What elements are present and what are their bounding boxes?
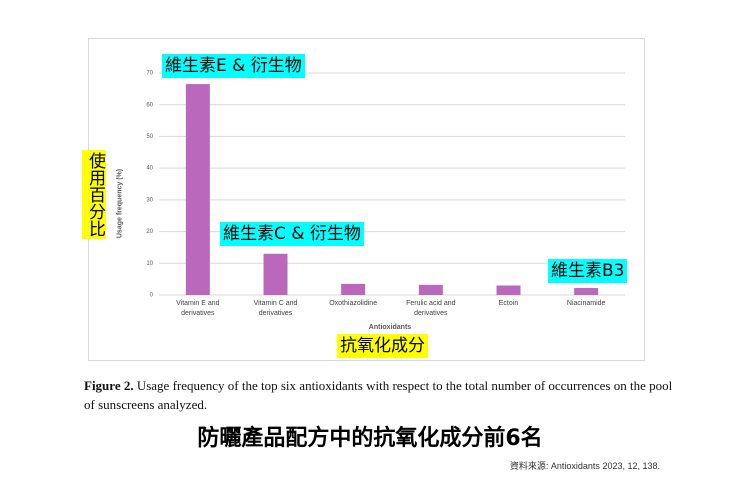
y-tick-label: 20 bbox=[146, 229, 153, 235]
x-tick-label: Ferulic acid and derivatives bbox=[406, 300, 456, 317]
y-tick-label: 50 bbox=[146, 134, 153, 140]
y-tick-label: 0 bbox=[150, 293, 154, 299]
x-tick-label: Ectoin bbox=[498, 300, 519, 307]
bar bbox=[496, 285, 521, 295]
bar bbox=[185, 84, 210, 295]
y-tick-label: 60 bbox=[146, 102, 153, 108]
x-tick-label: Niacinamide bbox=[566, 300, 606, 307]
annotation: 維生素C & 衍生物 bbox=[220, 222, 364, 246]
bar bbox=[263, 253, 288, 295]
annotation: 抗氧化成分 bbox=[337, 334, 428, 358]
y-tick-label: 30 bbox=[146, 197, 153, 203]
y-tick-label: 10 bbox=[146, 261, 153, 267]
headline: 防曬產品配方中的抗氧化成分前6名 bbox=[197, 426, 543, 451]
annotation: 使用百分比 bbox=[82, 150, 106, 239]
x-tick-label: Vitamin E and derivatives bbox=[176, 300, 220, 317]
caption-text: Usage frequency of the top six antioxida… bbox=[84, 378, 673, 412]
caption-label: Figure 2. bbox=[84, 378, 134, 393]
y-tick-label: 40 bbox=[146, 166, 153, 172]
bar bbox=[418, 284, 443, 295]
annotation: 維生素E & 衍生物 bbox=[162, 54, 305, 78]
source: 資料來源: Antioxidants 2023, 12, 138. bbox=[509, 461, 660, 471]
bar bbox=[341, 283, 366, 295]
x-tick-label: Oxothiazolidine bbox=[329, 300, 378, 307]
y-tick-label: 70 bbox=[146, 71, 153, 77]
bar bbox=[574, 288, 599, 295]
annotation: 維生素B3 bbox=[548, 259, 628, 283]
x-axis-title: Antioxidants bbox=[368, 324, 412, 331]
x-tick-label: Vitamin C and derivatives bbox=[253, 300, 298, 317]
caption: Figure 2. Usage frequency of the top six… bbox=[84, 376, 674, 414]
y-axis-title: Usage frequency (%) bbox=[116, 168, 124, 239]
